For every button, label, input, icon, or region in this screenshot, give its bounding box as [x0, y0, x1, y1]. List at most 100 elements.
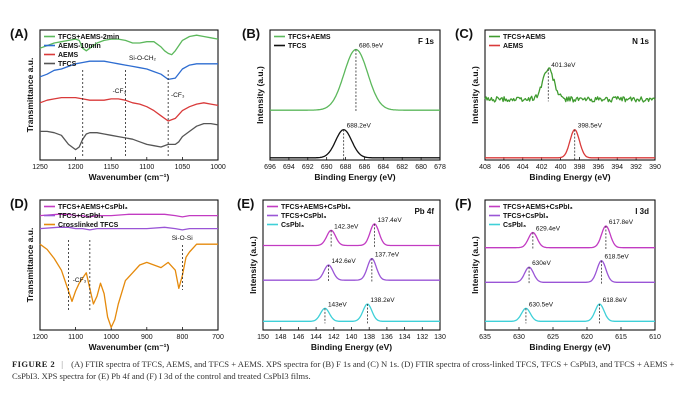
- x-tick-label: 630: [513, 334, 525, 341]
- x-axis-label: Binding Energy (eV): [311, 342, 392, 352]
- spectrum-title: I 3d: [635, 207, 649, 216]
- x-tick-label: 150: [257, 334, 269, 341]
- x-axis-label: Binding Energy (eV): [529, 342, 610, 352]
- peak-value-label: 142.6eV: [331, 258, 356, 265]
- panel-C: (C) 408 406 404 402 400 398 396 394 392 390 Binding…: [455, 26, 661, 182]
- x-tick-label: 404: [517, 164, 529, 171]
- peak-value-label: 398.5eV: [578, 123, 603, 130]
- series-line-cspbi3: [485, 303, 655, 322]
- legend-entry: TFCS+CsPbI₃: [58, 213, 103, 220]
- annotation-label: -CF₃: [113, 88, 127, 95]
- x-tick-label: 130: [434, 334, 446, 341]
- peak-value-label: 629.4eV: [536, 226, 561, 233]
- x-tick-label: 678: [434, 164, 446, 171]
- annotation-label: -CF₃: [171, 92, 185, 99]
- y-axis-label: Intensity (a.u.): [255, 66, 265, 124]
- legend-entry: TFCS+CsPbI₃: [503, 213, 548, 220]
- panel-label-F: (F): [455, 196, 472, 211]
- series-line-tfcs-aems: [270, 48, 440, 111]
- plot-frame-D: [39, 199, 219, 331]
- x-tick-label: 610: [649, 334, 661, 341]
- x-tick-label: 690: [321, 164, 333, 171]
- x-tick-label: 800: [177, 334, 189, 341]
- x-tick-label: 140: [346, 334, 358, 341]
- spectrum-title: N 1s: [632, 37, 649, 46]
- series-line-cspbi3: [263, 303, 440, 322]
- spectrum-title: Pb 4f: [414, 207, 434, 216]
- legend-entry: CsPbI₃: [503, 222, 526, 229]
- x-tick-label: 144: [310, 334, 322, 341]
- y-axis-label: Intensity (a.u.): [248, 236, 258, 294]
- peak-value-label: 617.8eV: [609, 219, 634, 226]
- series-line-aems: [39, 96, 219, 122]
- y-axis-label: Transmittance a.u.: [25, 228, 35, 303]
- panel-label-E: (E): [237, 196, 254, 211]
- x-tick-label: 1200: [32, 334, 48, 341]
- x-tick-label: 635: [479, 334, 491, 341]
- x-tick-label: 684: [377, 164, 389, 171]
- y-axis-label: Intensity (a.u.): [470, 236, 480, 294]
- x-tick-label: 134: [399, 334, 411, 341]
- x-axis-label: Wavenumber (cm⁻¹): [89, 342, 170, 352]
- y-axis-label: Intensity (a.u.): [470, 66, 480, 124]
- series-line-tfcs-aems-cspbi3: [39, 213, 218, 218]
- y-axis-label: Transmittance a.u.: [25, 58, 35, 133]
- legend-entry: TFCS+CsPbI₃: [281, 213, 326, 220]
- series-line-tfcs-aems-cspbi3: [485, 225, 655, 249]
- panel-B: (B) 696 694 692 690 688 686 684 682 680 678 Binding…: [242, 26, 446, 182]
- panel-D: (D) 1200 1100 1000 900 800 700 Wavenumber (cm⁻¹…: [10, 196, 224, 352]
- plot-frame-A: [39, 29, 219, 161]
- plot-frame-C: [484, 29, 656, 161]
- legend-entry: TFCS+AEMS+CsPbI₃: [503, 204, 573, 211]
- series-line-tfcs: [40, 122, 219, 151]
- x-tick-label: 1100: [68, 334, 83, 341]
- series-line-tfcs-cspbi3: [263, 257, 440, 281]
- x-tick-label: 1000: [210, 164, 226, 171]
- x-tick-label: 146: [293, 334, 305, 341]
- x-tick-label: 148: [275, 334, 287, 341]
- legend-entry: AEMS: [58, 52, 79, 59]
- legend-entry: TFCS: [288, 43, 307, 50]
- panel-label-A: (A): [10, 26, 28, 41]
- x-tick-label: 132: [416, 334, 428, 341]
- x-tick-label: 625: [547, 334, 559, 341]
- x-tick-label: 696: [264, 164, 276, 171]
- x-tick-label: 694: [283, 164, 295, 171]
- plot-frame-F: [484, 199, 656, 331]
- peak-value-label: 618.8eV: [603, 297, 628, 304]
- series-line-aems: [485, 129, 655, 159]
- x-tick-label: 1100: [139, 164, 154, 171]
- x-tick-label: 394: [611, 164, 623, 171]
- x-tick-label: 1000: [103, 334, 119, 341]
- peak-value-label: 142.3eV: [334, 223, 359, 230]
- legend-entry: TFCS+AEMS+CsPbI₃: [58, 204, 128, 211]
- x-tick-label: 138: [363, 334, 375, 341]
- panel-label-B: (B): [242, 26, 260, 41]
- panel-E: (E) 150 148 146 144 142 140 138 136 134 132 130 Bind…: [237, 196, 446, 352]
- peak-value-label: 138.2eV: [370, 297, 395, 304]
- x-tick-label: 620: [581, 334, 593, 341]
- legend-entry: TFCS+AEMS: [503, 34, 546, 41]
- x-tick-label: 396: [592, 164, 604, 171]
- x-tick-label: 136: [381, 334, 393, 341]
- peak-value-label: 686.9eV: [359, 43, 384, 50]
- x-axis-label: Binding Energy (eV): [314, 172, 395, 182]
- x-tick-label: 392: [630, 164, 642, 171]
- x-tick-label: 142: [328, 334, 340, 341]
- x-tick-label: 400: [555, 164, 567, 171]
- panel-A: (A) 1250 1200 1150 1100 1050 1000 Wavenumber (c…: [10, 26, 226, 182]
- spectrum-title: F 1s: [418, 37, 435, 46]
- series-line-tfcs-aems-2min: [39, 34, 219, 56]
- x-tick-label: 682: [396, 164, 408, 171]
- panel-label-C: (C): [455, 26, 473, 41]
- x-tick-label: 1200: [68, 164, 84, 171]
- annotation-label: Si-O-CH₂: [129, 55, 157, 62]
- x-tick-label: 688: [340, 164, 352, 171]
- x-tick-label: 406: [498, 164, 510, 171]
- legend-entry: CsPbI₃: [281, 222, 304, 229]
- x-tick-label: 900: [141, 334, 153, 341]
- peak-value-label: 137.7eV: [375, 252, 400, 259]
- panel-label-D: (D): [10, 196, 28, 211]
- series-line-tfcs-aems: [484, 67, 656, 103]
- x-tick-label: 680: [415, 164, 427, 171]
